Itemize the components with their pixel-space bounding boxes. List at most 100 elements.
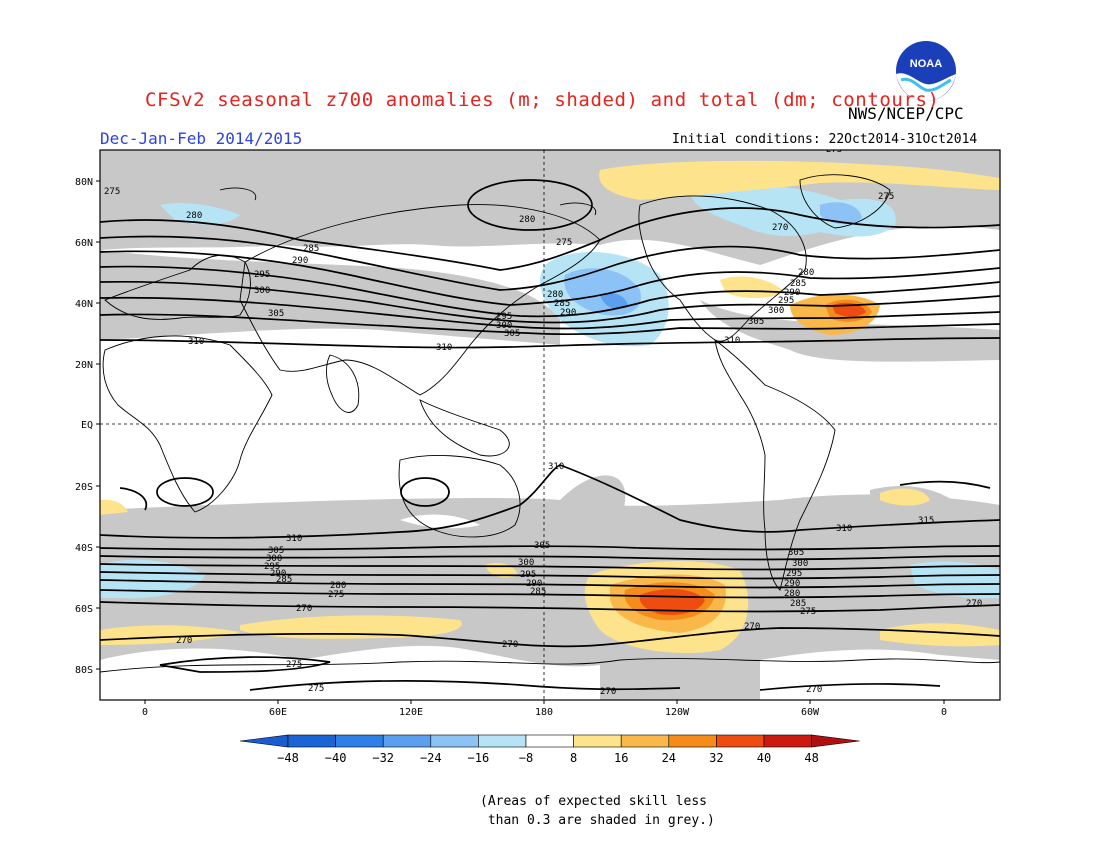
lon-label: 60E [269,707,287,718]
svg-text:305: 305 [748,317,764,327]
svg-text:285: 285 [303,244,319,254]
colorbar-bin [430,734,479,748]
svg-text:290: 290 [270,569,286,579]
colorbar-bin [287,734,336,748]
svg-text:300: 300 [254,286,270,296]
colorbar-tick-label: 16 [614,751,628,765]
svg-text:270: 270 [176,636,192,646]
svg-text:295: 295 [520,570,536,580]
svg-text:270: 270 [806,685,822,695]
colorbar-bin [668,734,717,748]
svg-text:280: 280 [798,268,814,278]
svg-text:280: 280 [186,211,202,221]
svg-text:275: 275 [878,192,894,202]
lon-label: 0 [941,707,947,718]
svg-text:305: 305 [268,309,284,319]
lat-label: 60N [75,238,93,249]
svg-text:310: 310 [724,336,740,346]
lat-label: 60S [75,604,93,615]
colorbar-tick-label: 8 [570,751,577,765]
colorbar-tick-label: −8 [519,751,533,765]
svg-text:270: 270 [744,622,760,632]
svg-text:275: 275 [826,145,842,155]
svg-text:270: 270 [600,687,616,697]
logo-text: NOAA [910,58,942,70]
svg-text:290: 290 [784,579,800,589]
lon-label: 120E [399,707,423,718]
lat-label: 20N [75,360,93,371]
svg-text:300: 300 [518,558,534,568]
svg-text:310: 310 [188,337,204,347]
colorbar-right-arrow [811,734,860,748]
colorbar-bin [525,734,574,748]
contours [100,179,1000,691]
colorbar-bin [620,734,670,748]
lat-label: 20S [75,482,93,493]
colorbar-labels: −48 −40 −32 −24 −16 −8 8 16 24 32 40 48 [277,751,819,765]
svg-text:310: 310 [436,343,452,353]
lat-label: EQ [81,420,93,431]
svg-text:285: 285 [790,599,806,609]
svg-text:305: 305 [504,329,520,339]
colorbar-bin [763,734,812,748]
contour-labels: 275 280 285 290 295 300 305 310 310 280 … [104,145,982,697]
svg-text:275: 275 [800,607,816,617]
season-label: Dec-Jan-Feb 2014/2015 [100,129,303,148]
svg-text:270: 270 [772,223,788,233]
colorbar-bin [478,734,527,748]
longitude-labels: 0 60E 120E 180 120W 60W 0 [142,707,947,718]
svg-text:310: 310 [548,462,564,472]
svg-text:280: 280 [519,215,535,225]
colorbar-bin [716,734,765,748]
colorbar-tick-label: 24 [662,751,676,765]
svg-text:275: 275 [104,187,120,197]
svg-text:280: 280 [330,581,346,591]
svg-text:280: 280 [784,589,800,599]
svg-text:290: 290 [784,288,800,298]
skill-note: (Areas of expected skill less than 0.3 a… [480,794,715,828]
colorbar-tick-label: 48 [804,751,818,765]
svg-text:305: 305 [534,541,550,551]
lon-label: 180 [535,707,553,718]
colorbar-tick-label: −32 [372,751,394,765]
svg-text:285: 285 [790,279,806,289]
svg-text:270: 270 [502,640,518,650]
svg-text:275: 275 [308,684,324,694]
svg-text:285: 285 [530,587,546,597]
axis-ticks [96,180,945,704]
svg-text:295: 295 [264,562,280,572]
svg-text:285: 285 [554,299,570,309]
svg-text:285: 285 [276,575,292,585]
colorbar-left-arrow [239,734,289,748]
lat-label: 80S [75,665,93,676]
svg-text:300: 300 [768,306,784,316]
svg-text:270: 270 [296,604,312,614]
svg-text:305: 305 [268,546,284,556]
svg-text:275: 275 [328,590,344,600]
svg-text:295: 295 [254,270,270,280]
colorbar-tick-label: 40 [757,751,771,765]
colorbar-tick-label: 32 [709,751,723,765]
colorbar-bin [573,734,622,748]
svg-text:295: 295 [786,569,802,579]
colorbar-tick-label: −40 [325,751,347,765]
colorbar-tick-label: −24 [420,751,442,765]
svg-text:295: 295 [778,296,794,306]
lat-label: 40S [75,543,93,554]
initial-conditions-label: Initial conditions: 22Oct2014-31Oct2014 [672,132,978,147]
svg-text:280: 280 [547,290,563,300]
svg-text:305: 305 [788,548,804,558]
colorbar [239,734,860,748]
svg-text:310: 310 [286,534,302,544]
svg-text:295: 295 [496,312,512,322]
lon-label: 120W [665,707,690,718]
svg-text:275: 275 [556,238,572,248]
lon-label: 0 [142,707,148,718]
lon-label: 60W [801,707,820,718]
svg-text:290: 290 [292,256,308,266]
colorbar-bin [382,734,432,748]
svg-text:310: 310 [836,524,852,534]
agency-label: NWS/NCEP/CPC [848,104,964,123]
svg-text:270: 270 [966,599,982,609]
